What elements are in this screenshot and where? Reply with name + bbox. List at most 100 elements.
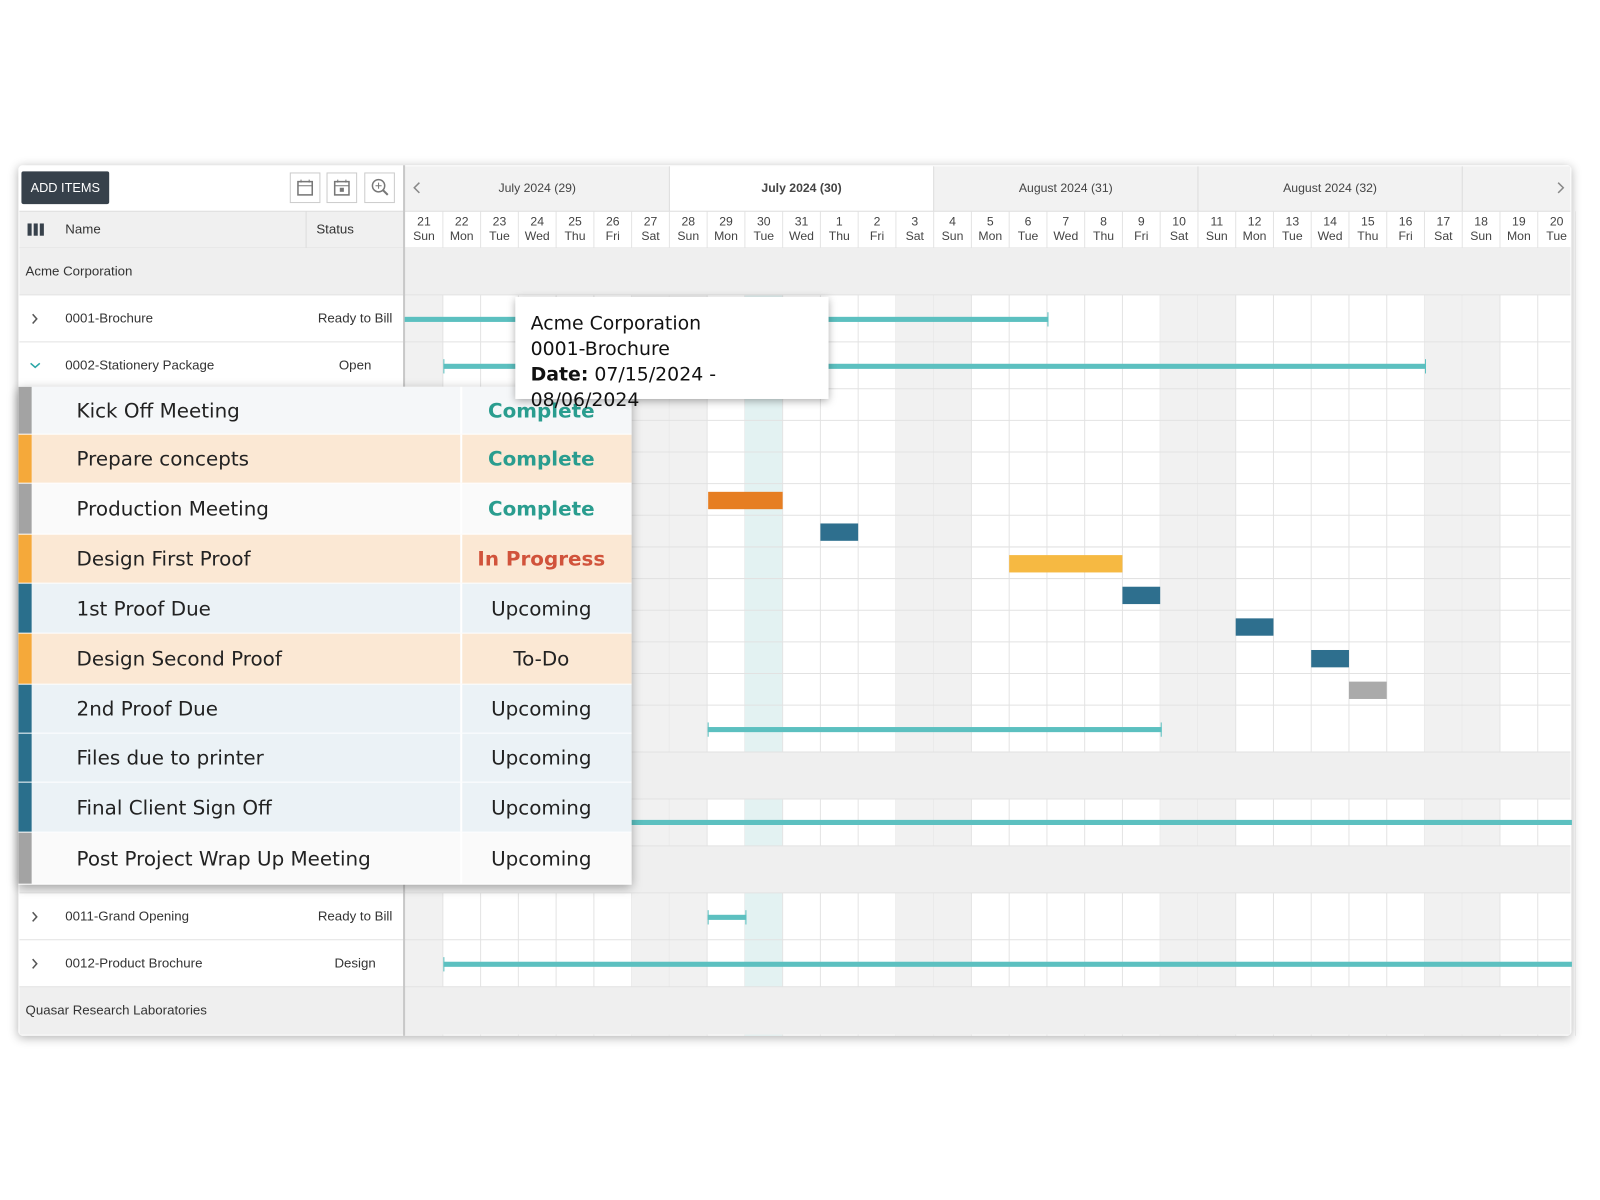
day-weekday: Fri	[606, 229, 620, 243]
task-status: Upcoming	[460, 733, 620, 782]
day-weekday: Thu	[564, 229, 585, 243]
task-bar[interactable]	[1348, 681, 1387, 699]
columns-icon[interactable]	[27, 223, 32, 236]
project-name[interactable]: 0001-Brochure	[65, 310, 154, 326]
task-bar[interactable]	[707, 727, 1162, 733]
group-band	[19, 986, 1571, 1035]
day-header: 21Sun22Mon23Tue24Wed25Thu26Fri27Sat28Sun…	[413, 166, 1567, 243]
task-bar[interactable]	[820, 523, 859, 541]
day-number: 1	[836, 215, 843, 229]
day-weekday: Mon	[1507, 229, 1531, 243]
day-number: 7	[1062, 215, 1069, 229]
today-column	[744, 294, 783, 1036]
task-stripe	[18, 534, 32, 583]
day-weekday: Thu	[1093, 229, 1114, 243]
project-bar[interactable]	[631, 819, 1572, 825]
project-name[interactable]: 0002-Stationery Package	[65, 357, 215, 373]
task-row[interactable]: Final Client Sign Off Upcoming	[18, 782, 632, 833]
day-number: 5	[987, 215, 994, 229]
task-row[interactable]: Production Meeting Complete	[18, 483, 632, 535]
next-arrow[interactable]	[1557, 182, 1565, 194]
day-number: 12	[1248, 215, 1262, 229]
collapse-chevron[interactable]	[30, 362, 41, 369]
columns-icon	[33, 223, 38, 236]
day-weekday: Mon	[714, 229, 738, 243]
task-bar[interactable]	[708, 491, 783, 510]
expand-chevron[interactable]	[32, 313, 38, 324]
expand-chevron[interactable]	[32, 958, 38, 969]
task-name: Files due to printer	[76, 745, 264, 770]
weekend-column	[631, 294, 670, 1036]
day-weekday: Sat	[1434, 229, 1453, 243]
task-name: 2nd Proof Due	[76, 696, 219, 721]
day-weekday: Wed	[789, 229, 814, 243]
day-weekday: Tue	[1546, 229, 1567, 243]
zoom-button[interactable]	[364, 172, 395, 204]
task-status: Complete	[460, 386, 620, 434]
weekend-column	[1197, 294, 1236, 1036]
today-button[interactable]	[326, 172, 358, 204]
day-weekday: Mon	[450, 229, 474, 243]
task-bar[interactable]	[1122, 586, 1161, 605]
task-row[interactable]: 1st Proof Due Upcoming	[18, 583, 632, 634]
task-name: Prepare concepts	[76, 446, 250, 471]
project-bar[interactable]	[443, 961, 1572, 967]
project-status: Design	[334, 955, 376, 971]
status-column-header[interactable]: Status	[316, 221, 354, 237]
group-name: Quasar Research Laboratories	[25, 1002, 207, 1018]
task-name: Final Client Sign Off	[76, 795, 272, 819]
day-weekday: Tue	[1282, 229, 1303, 243]
task-row[interactable]: Design First Proof In Progress	[18, 534, 632, 584]
task-status: Complete	[460, 483, 620, 534]
day-weekday: Sat	[906, 229, 925, 243]
project-name[interactable]: 0012-Product Brochure	[65, 955, 203, 971]
day-number: 15	[1361, 215, 1375, 229]
calendar-icon	[333, 179, 350, 196]
task-name: Post Project Wrap Up Meeting	[76, 846, 371, 870]
day-weekday: Tue	[1018, 229, 1039, 243]
day-number: 31	[795, 215, 809, 229]
task-bar[interactable]	[1235, 618, 1274, 636]
day-number: 13	[1286, 215, 1300, 229]
project-status: Open	[338, 357, 372, 373]
column-header-bg	[19, 211, 405, 248]
task-bar[interactable]	[1311, 649, 1349, 668]
task-row[interactable]: Design Second Proof To-Do	[18, 633, 632, 685]
task-name: Design Second Proof	[76, 646, 282, 671]
day-weekday: Thu	[829, 229, 850, 243]
prev-arrow[interactable]	[413, 182, 420, 194]
task-bar[interactable]	[1009, 555, 1123, 573]
expand-chevron[interactable]	[32, 911, 38, 922]
day-number: 25	[568, 215, 582, 229]
day-number: 23	[493, 215, 507, 229]
task-row[interactable]: 2nd Proof Due Upcoming	[18, 684, 632, 734]
task-row[interactable]: Files due to printer Upcoming	[18, 733, 632, 783]
weekend-column	[895, 294, 934, 1036]
calendar-button[interactable]	[289, 172, 321, 204]
task-row[interactable]: Post Project Wrap Up Meeting Upcoming	[18, 832, 632, 885]
day-weekday: Fri	[1134, 229, 1148, 243]
day-weekday: Tue	[753, 229, 774, 243]
week-label: July 2024 (29)	[498, 181, 576, 195]
tooltip-date-label: Date:	[530, 364, 589, 386]
tooltip-date: Date: 07/15/2024 - 08/06/2024	[531, 362, 829, 413]
project-name[interactable]: 0011-Grand Opening	[65, 908, 189, 924]
task-stripe	[18, 434, 32, 483]
tooltip-project: 0001-Brochure	[530, 338, 670, 361]
project-status: Ready to Bill	[317, 310, 393, 326]
day-weekday: Mon	[978, 229, 1002, 243]
day-number: 3	[911, 215, 918, 229]
add-items-button[interactable]: ADD ITEMS	[21, 171, 110, 205]
task-row[interactable]: Prepare concepts Complete	[18, 434, 632, 484]
task-stripe	[18, 733, 32, 782]
day-number: 18	[1474, 215, 1488, 229]
task-status: Upcoming	[460, 782, 620, 832]
project-bar[interactable]	[707, 914, 747, 920]
day-number: 17	[1437, 215, 1451, 229]
name-column-header[interactable]: Name	[65, 221, 101, 237]
task-status: To-Do	[460, 633, 620, 684]
task-name: Design First Proof	[76, 546, 251, 571]
weekend-column	[669, 294, 708, 1036]
day-number: 6	[1025, 215, 1032, 229]
